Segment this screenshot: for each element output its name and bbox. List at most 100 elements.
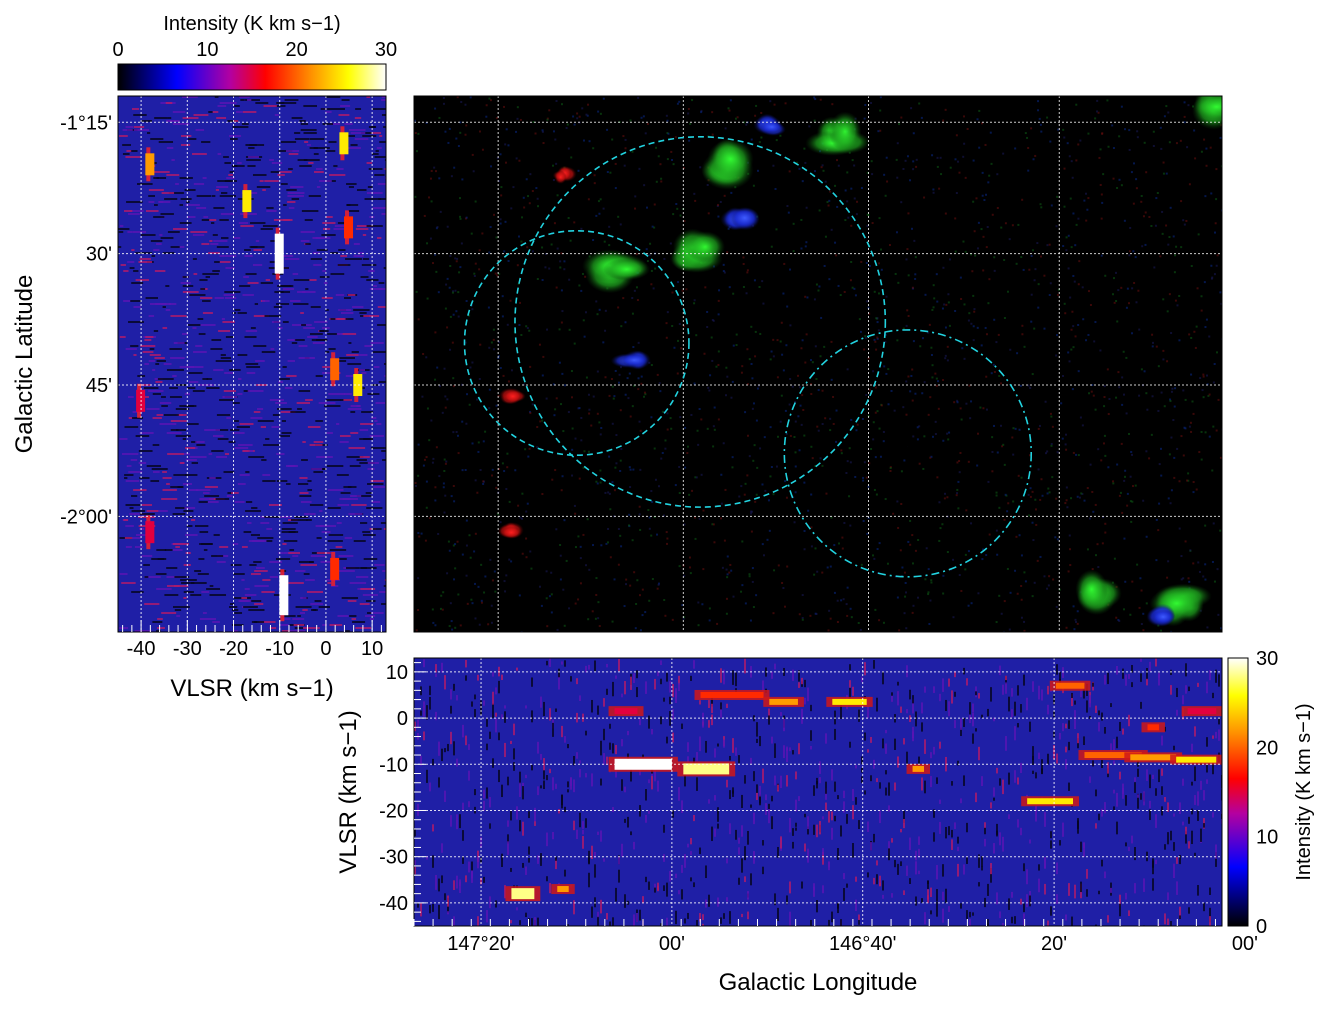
map-noise-dot	[487, 623, 490, 626]
lv-noise-streak	[219, 195, 237, 197]
bv-noise-streak	[759, 736, 761, 747]
map-noise-dot	[591, 610, 594, 613]
lv-noise-streak	[224, 372, 234, 374]
lv-noise-streak	[293, 279, 310, 281]
map-noise-dot	[448, 127, 451, 130]
bv-noise-streak	[612, 743, 614, 754]
map-noise-dot	[801, 180, 804, 183]
map-clump-blue	[1151, 609, 1175, 625]
bv-noise-streak	[591, 906, 593, 918]
map-noise-dot	[456, 96, 459, 99]
map-noise-dot	[719, 200, 722, 203]
bv-noise-streak	[1194, 852, 1196, 858]
map-noise-dot	[930, 354, 933, 357]
map-noise-dot	[695, 334, 698, 337]
lv-noise-streak	[300, 597, 307, 599]
map-noise-dot	[606, 128, 609, 131]
map-noise-dot	[949, 166, 952, 169]
map-noise-dot	[519, 118, 522, 121]
bv-noise-streak	[1047, 685, 1049, 695]
bv-noise-streak	[453, 880, 455, 891]
map-noise-dot	[634, 207, 637, 210]
bv-noise-streak	[531, 764, 533, 771]
bv-noise-streak	[957, 760, 959, 766]
bv-noise-streak	[564, 806, 566, 813]
lv-noise-streak	[316, 249, 328, 251]
map-noise-dot	[1123, 537, 1126, 540]
bv-noise-streak	[1077, 733, 1079, 744]
map-noise-dot	[1079, 416, 1082, 419]
lv-noise-streak	[264, 180, 279, 182]
map-noise-dot	[619, 459, 622, 462]
map-noise-dot	[854, 475, 857, 478]
bv-noise-streak	[597, 831, 599, 835]
lv-noise-streak	[152, 444, 160, 446]
bv-noise-streak	[672, 732, 674, 743]
bv-noise-streak	[489, 731, 491, 739]
map-noise-dot	[721, 566, 724, 569]
map-noise-dot	[640, 375, 643, 378]
map-noise-dot	[843, 290, 846, 293]
bv-noise-streak	[951, 781, 953, 786]
bv-noise-streak	[960, 718, 962, 730]
map-noise-dot	[1215, 168, 1218, 171]
map-noise-dot	[786, 305, 789, 308]
map-noise-dot	[741, 365, 744, 368]
map-noise-dot	[426, 242, 429, 245]
map-noise-dot	[637, 96, 640, 99]
map-noise-dot	[896, 142, 899, 145]
map-noise-dot	[932, 188, 935, 191]
map-noise-dot	[452, 313, 455, 316]
map-noise-dot	[1192, 491, 1195, 494]
bv-noise-streak	[525, 774, 527, 779]
lv-noise-streak	[319, 525, 337, 527]
map-noise-dot	[880, 248, 883, 251]
map-noise-dot	[829, 190, 832, 193]
map-noise-dot	[1060, 402, 1063, 405]
map-noise-dot	[449, 264, 452, 267]
map-noise-dot	[597, 110, 600, 113]
bv-noise-streak	[942, 678, 944, 692]
lv-noise-streak	[303, 159, 320, 161]
map-noise-dot	[856, 200, 859, 203]
map-noise-dot	[508, 558, 511, 561]
map-noise-dot	[697, 601, 700, 604]
map-noise-dot	[792, 222, 795, 225]
lv-noise-streak	[191, 462, 199, 464]
map-noise-dot	[1220, 165, 1222, 168]
map-noise-dot	[746, 348, 749, 351]
bv-noise-streak	[876, 697, 878, 712]
map-noise-dot	[541, 374, 544, 377]
lv-noise-streak	[290, 186, 304, 188]
lv-noise-streak	[341, 333, 357, 335]
map-noise-dot	[639, 429, 642, 432]
bv-noise-streak	[1134, 846, 1136, 861]
map-noise-dot	[1107, 466, 1110, 469]
map-noise-dot	[1056, 538, 1059, 541]
lv-noise-streak	[219, 219, 229, 221]
bv-noise-streak	[663, 824, 665, 833]
lv-noise-streak	[226, 495, 233, 497]
map-noise-dot	[1187, 104, 1190, 107]
map-noise-dot	[1081, 424, 1084, 427]
map-noise-dot	[947, 438, 950, 441]
map-noise-dot	[507, 260, 510, 263]
lv-noise-streak	[135, 279, 149, 281]
map-noise-dot	[424, 539, 427, 542]
bv-noise-streak	[1131, 664, 1133, 673]
map-noise-dot	[855, 213, 858, 216]
lv-noise-streak	[375, 402, 386, 404]
bv-noise-streak	[987, 919, 989, 926]
map-noise-dot	[1037, 283, 1040, 286]
map-noise-dot	[924, 293, 927, 296]
lv-noise-streak	[333, 228, 348, 230]
bv-noise-streak	[978, 882, 980, 887]
lv-noise-streak	[244, 255, 253, 257]
map-noise-dot	[878, 217, 881, 220]
lv-noise-streak	[372, 528, 382, 530]
bv-noise-streak	[1140, 701, 1142, 709]
lv-noise-streak	[341, 99, 350, 101]
map-noise-dot	[867, 414, 870, 417]
lv-noise-streak	[152, 369, 156, 371]
map-noise-dot	[932, 306, 935, 309]
